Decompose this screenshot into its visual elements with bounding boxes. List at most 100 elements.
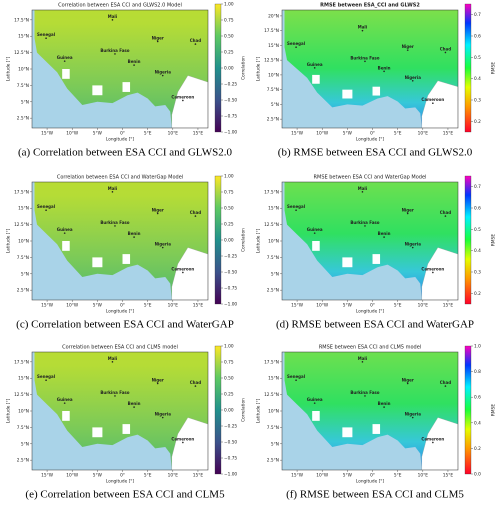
place-dot bbox=[364, 225, 366, 227]
place-dot bbox=[133, 406, 135, 408]
y-tick-label: 12.5°N bbox=[14, 392, 29, 398]
colorbar-label: Correlation bbox=[241, 56, 247, 80]
place-dot bbox=[161, 416, 164, 419]
y-tick-label: 15°N bbox=[268, 43, 279, 49]
place-label: Benin bbox=[128, 401, 141, 406]
y-axis-label: Latitude [°] bbox=[6, 228, 12, 253]
place-label: Senegal bbox=[37, 374, 56, 379]
place-dot bbox=[156, 40, 159, 43]
land bbox=[34, 182, 208, 300]
x-tick-label: 10°W bbox=[66, 473, 79, 479]
place-label: Mali bbox=[108, 14, 118, 19]
land bbox=[34, 352, 208, 470]
place-label: Guinea bbox=[307, 62, 323, 67]
colorbar-label: Correlation bbox=[241, 398, 247, 422]
y-tick-label: 2.5°N bbox=[267, 288, 279, 294]
y-tick-label: 15°N bbox=[18, 206, 29, 212]
map-frame bbox=[281, 9, 459, 129]
place-dot bbox=[406, 212, 409, 215]
x-tick-label: 10°E bbox=[168, 473, 179, 479]
colorbar-tick-label: 0.6 bbox=[474, 34, 481, 40]
y-axis-label: Latitude [°] bbox=[256, 56, 262, 81]
y-tick-label: 20°N bbox=[268, 13, 279, 19]
place-label: Benin bbox=[378, 231, 391, 236]
no-data-patch bbox=[342, 89, 353, 99]
no-data-region bbox=[171, 75, 208, 128]
colorbar-tick-label: 0.0 bbox=[474, 472, 481, 478]
colorbar-label: RMSE bbox=[491, 404, 497, 416]
caption: (f) RMSE between ESA CCI and CLM5 bbox=[286, 489, 464, 501]
colorbar bbox=[464, 345, 472, 475]
no-data-patch bbox=[372, 254, 381, 264]
y-tick-label: 5°N bbox=[271, 441, 279, 447]
x-tick-label: 10°E bbox=[418, 303, 429, 309]
place-label: Chad bbox=[440, 210, 451, 215]
place-label: Niger bbox=[402, 44, 414, 49]
y-tick-label: 7.5°N bbox=[267, 87, 279, 93]
y-tick-label: 7.5°N bbox=[17, 425, 29, 431]
colorbar-tick-label: 0.75 bbox=[224, 360, 234, 366]
place-dot bbox=[161, 74, 164, 77]
place-dot bbox=[364, 395, 366, 397]
colorbar-tick-label: 0.2 bbox=[474, 119, 481, 125]
panel-title: Correlation between ESA CCI and CLM5 mod… bbox=[62, 345, 178, 351]
panel-title: RMSE between ESA CCI and WaterGap Model bbox=[314, 175, 427, 181]
y-tick-label: 5°N bbox=[271, 102, 279, 108]
place-label: Burkina Faso bbox=[350, 390, 379, 395]
map-panel: RMSE between ESA CCI and CLM5 model 15°W 1… bbox=[256, 344, 497, 501]
map-panel: RMSE between ESA_CCI and GLWS2 15°W 10°W 5°… bbox=[256, 3, 497, 159]
place-dot bbox=[411, 246, 414, 249]
place-label: Chad bbox=[190, 210, 201, 215]
place-label: Mali bbox=[108, 356, 118, 361]
place-dot bbox=[432, 441, 434, 444]
colorbar-tick-label: 0.3 bbox=[474, 98, 481, 104]
place-label: Cameroon bbox=[171, 436, 194, 441]
x-tick-label: 10°E bbox=[418, 131, 429, 137]
x-axis-label: Longitude [°] bbox=[356, 479, 385, 485]
place-dot bbox=[361, 191, 364, 193]
x-tick-label: 5°E bbox=[144, 473, 152, 479]
place-label: Senegal bbox=[37, 204, 56, 209]
x-tick-label: 10°W bbox=[316, 473, 329, 479]
place-dot bbox=[182, 99, 184, 102]
place-dot bbox=[194, 385, 197, 387]
place-dot bbox=[63, 60, 66, 62]
colorbar-tick-label: 0.2 bbox=[474, 291, 481, 297]
x-tick-label: 5°W bbox=[93, 473, 103, 479]
panel-title: RMSE between ESA_CCI and GLWS2 bbox=[320, 3, 420, 9]
no-data-patch bbox=[122, 424, 131, 434]
colorbar-tick-label: 1.0 bbox=[474, 344, 481, 350]
no-data-patch bbox=[312, 241, 320, 251]
colorbar-tick-label: 0.5 bbox=[474, 227, 481, 233]
no-data-patch bbox=[122, 254, 131, 264]
x-tick-label: 5°E bbox=[394, 473, 402, 479]
place-dot bbox=[194, 43, 197, 45]
place-dot bbox=[411, 80, 414, 82]
place-label: Guinea bbox=[307, 227, 323, 232]
no-data-patch bbox=[92, 85, 103, 96]
y-tick-label: 5°N bbox=[271, 271, 279, 277]
place-dot bbox=[111, 361, 114, 363]
colorbar-tick-label: 0.75 bbox=[224, 18, 234, 24]
place-dot bbox=[361, 29, 364, 32]
x-tick-label: 15°W bbox=[291, 303, 304, 309]
place-dot bbox=[194, 215, 197, 217]
place-dot bbox=[313, 402, 316, 404]
x-tick-label: 0° bbox=[120, 131, 125, 137]
colorbar-label: RMSE bbox=[491, 234, 497, 246]
colorbar-tick-label: 0.00 bbox=[224, 408, 234, 414]
colorbar-tick-label: 0.8 bbox=[474, 369, 481, 375]
x-tick-label: 15°E bbox=[193, 303, 204, 309]
place-dot bbox=[111, 191, 114, 193]
x-tick-label: 15°E bbox=[193, 473, 204, 479]
place-label: Nigeria bbox=[405, 242, 422, 247]
place-label: Senegal bbox=[287, 204, 306, 209]
panel-title: Correlation between ESA CCI and WaterGap… bbox=[57, 175, 183, 181]
no-data-patch bbox=[92, 427, 103, 438]
place-label: Benin bbox=[128, 59, 141, 64]
place-label: Guinea bbox=[57, 55, 73, 60]
x-tick-label: 15°W bbox=[41, 131, 54, 137]
y-tick-label: 15°N bbox=[268, 376, 279, 382]
place-dot bbox=[45, 209, 47, 211]
